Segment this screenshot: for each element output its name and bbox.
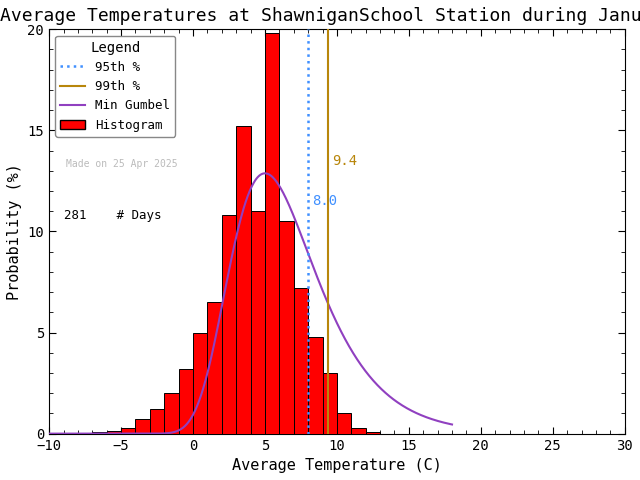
Bar bbox=[279, 221, 294, 433]
Text: Made on 25 Apr 2025: Made on 25 Apr 2025 bbox=[67, 159, 178, 168]
Bar bbox=[78, 432, 92, 433]
Bar bbox=[308, 336, 323, 433]
Bar bbox=[92, 432, 107, 433]
Bar bbox=[136, 420, 150, 433]
Bar bbox=[121, 428, 136, 433]
Bar bbox=[365, 432, 380, 433]
Title: Average Temperatures at ShawniganSchool Station during January: Average Temperatures at ShawniganSchool … bbox=[0, 7, 640, 25]
Bar bbox=[337, 413, 351, 433]
Bar bbox=[207, 302, 222, 433]
Text: 9.4: 9.4 bbox=[333, 154, 358, 168]
Bar bbox=[236, 126, 251, 433]
Bar bbox=[351, 428, 365, 433]
Bar bbox=[265, 33, 279, 433]
Bar bbox=[179, 369, 193, 433]
X-axis label: Average Temperature (C): Average Temperature (C) bbox=[232, 458, 442, 473]
Text: 281    # Days: 281 # Days bbox=[63, 209, 161, 222]
Bar bbox=[164, 393, 179, 433]
Bar bbox=[222, 216, 236, 433]
Bar bbox=[193, 333, 207, 433]
Bar bbox=[251, 211, 265, 433]
Bar bbox=[150, 409, 164, 433]
Text: 8.0: 8.0 bbox=[312, 194, 337, 208]
Bar bbox=[294, 288, 308, 433]
Y-axis label: Probability (%): Probability (%) bbox=[7, 163, 22, 300]
Legend: 95th %, 99th %, Min Gumbel, Histogram: 95th %, 99th %, Min Gumbel, Histogram bbox=[56, 36, 175, 136]
Bar bbox=[107, 431, 121, 433]
Bar bbox=[323, 373, 337, 433]
